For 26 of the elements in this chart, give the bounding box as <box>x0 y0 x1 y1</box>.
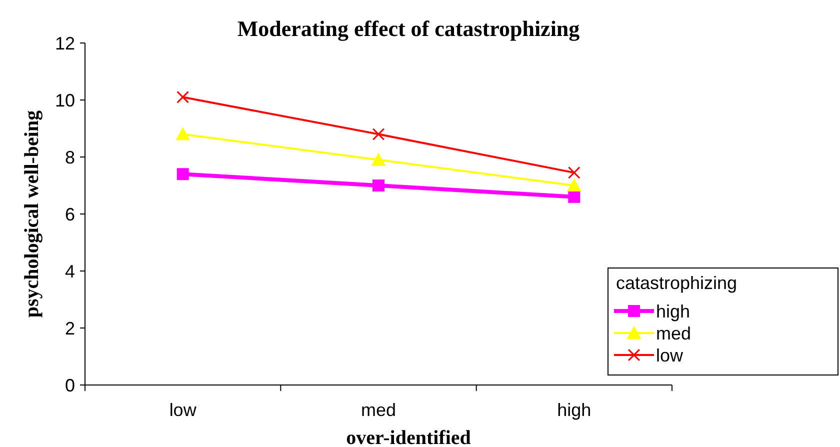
y-tick-label: 10 <box>54 90 75 110</box>
y-tick-label: 2 <box>64 318 75 338</box>
legend-label: high <box>656 301 690 322</box>
x-axis-title: over-identified <box>346 427 471 447</box>
y-axis-title: psychological well-being <box>21 110 43 318</box>
legend-title: catastrophizing <box>616 273 738 293</box>
y-tick-label: 8 <box>64 147 75 168</box>
point <box>566 178 582 192</box>
point <box>568 166 580 179</box>
y-tick-label: 6 <box>64 204 75 224</box>
x-tick-label: med <box>360 400 396 420</box>
y-tick-label: 12 <box>54 33 75 54</box>
chart-title: Moderating effect of catastrophizing <box>237 16 580 41</box>
point <box>372 180 384 192</box>
legend-label: med <box>656 323 692 344</box>
point <box>371 152 386 166</box>
point <box>568 190 580 203</box>
x-tick-label: high <box>557 400 592 420</box>
legend-label: low <box>656 345 684 366</box>
point <box>176 168 189 180</box>
x-tick-label: low <box>169 400 198 420</box>
point <box>176 91 189 104</box>
point <box>372 128 384 140</box>
point <box>176 127 190 140</box>
y-tick-label: 0 <box>64 375 75 396</box>
y-tick-label: 4 <box>64 261 75 282</box>
